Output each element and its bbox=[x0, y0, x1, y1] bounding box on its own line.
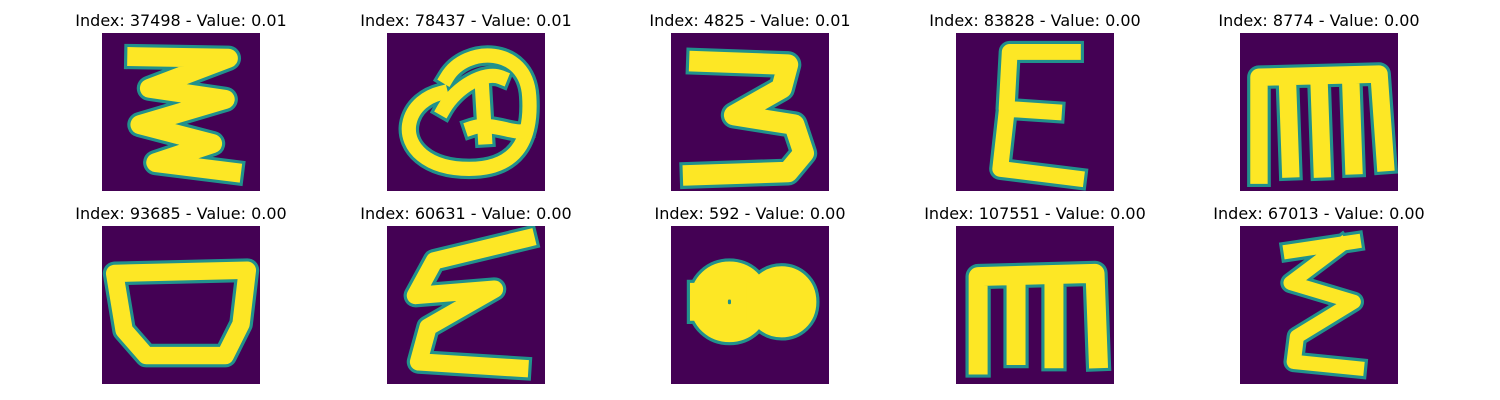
digit-image bbox=[1240, 33, 1398, 191]
grid-panel: Index: 107551 - Value: 0.00 bbox=[893, 204, 1177, 394]
digit-image bbox=[102, 33, 260, 191]
panel-title: Index: 8774 - Value: 0.00 bbox=[1218, 11, 1420, 30]
grid-panel: Index: 8774 - Value: 0.00 bbox=[1177, 11, 1461, 201]
digit-image bbox=[387, 33, 545, 191]
digit-image-svg bbox=[387, 33, 545, 191]
grid-panel: Index: 67013 - Value: 0.00 bbox=[1177, 204, 1461, 394]
digit-image-svg bbox=[102, 226, 260, 384]
digit-image-svg bbox=[671, 226, 829, 384]
grid-panel: Index: 60631 - Value: 0.00 bbox=[324, 204, 608, 394]
glyph-stroke bbox=[968, 263, 1109, 375]
glyph-stroke bbox=[127, 47, 243, 183]
panel-title: Index: 78437 - Value: 0.01 bbox=[360, 11, 572, 30]
panel-title: Index: 67013 - Value: 0.00 bbox=[1213, 204, 1425, 223]
grid-panel: Index: 4825 - Value: 0.01 bbox=[608, 11, 892, 201]
panel-title: Index: 592 - Value: 0.00 bbox=[654, 204, 846, 223]
glyph-stroke bbox=[746, 266, 817, 338]
digit-image bbox=[1240, 226, 1398, 384]
panel-title: Index: 60631 - Value: 0.00 bbox=[360, 204, 572, 223]
glyph-stroke bbox=[401, 48, 537, 176]
digit-image-svg bbox=[956, 226, 1114, 384]
glyph-stroke bbox=[406, 228, 537, 378]
digit-image-svg bbox=[102, 33, 260, 191]
digit-image-svg bbox=[671, 33, 829, 191]
grid-panel: Index: 592 - Value: 0.00 bbox=[608, 204, 892, 394]
grid-panel: Index: 83828 - Value: 0.00 bbox=[893, 11, 1177, 201]
grid-panel: Index: 37498 - Value: 0.01 bbox=[39, 11, 323, 201]
digit-image bbox=[387, 226, 545, 384]
digit-image bbox=[102, 226, 260, 384]
panel-title: Index: 107551 - Value: 0.00 bbox=[924, 204, 1146, 223]
digit-image bbox=[671, 33, 829, 191]
digit-image bbox=[956, 33, 1114, 191]
grid-panel: Index: 93685 - Value: 0.00 bbox=[39, 204, 323, 394]
panel-title: Index: 4825 - Value: 0.01 bbox=[649, 11, 851, 30]
digit-image bbox=[671, 226, 829, 384]
glyph-stroke bbox=[434, 68, 532, 145]
digit-image-svg bbox=[387, 226, 545, 384]
digit-image-svg bbox=[1240, 33, 1398, 191]
glyph-stroke bbox=[1250, 65, 1395, 184]
glyph-stroke bbox=[105, 261, 257, 365]
panel-title: Index: 37498 - Value: 0.01 bbox=[75, 11, 287, 30]
digit-image-svg bbox=[1240, 226, 1398, 384]
digit-image-svg bbox=[956, 33, 1114, 191]
digit-image bbox=[956, 226, 1114, 384]
glyph-stroke bbox=[992, 44, 1085, 188]
grid-panel: Index: 78437 - Value: 0.01 bbox=[324, 11, 608, 201]
panel-title: Index: 83828 - Value: 0.00 bbox=[929, 11, 1141, 30]
panel-title: Index: 93685 - Value: 0.00 bbox=[75, 204, 287, 223]
glyph-stroke bbox=[1282, 233, 1365, 376]
glyph-stroke bbox=[682, 50, 814, 186]
